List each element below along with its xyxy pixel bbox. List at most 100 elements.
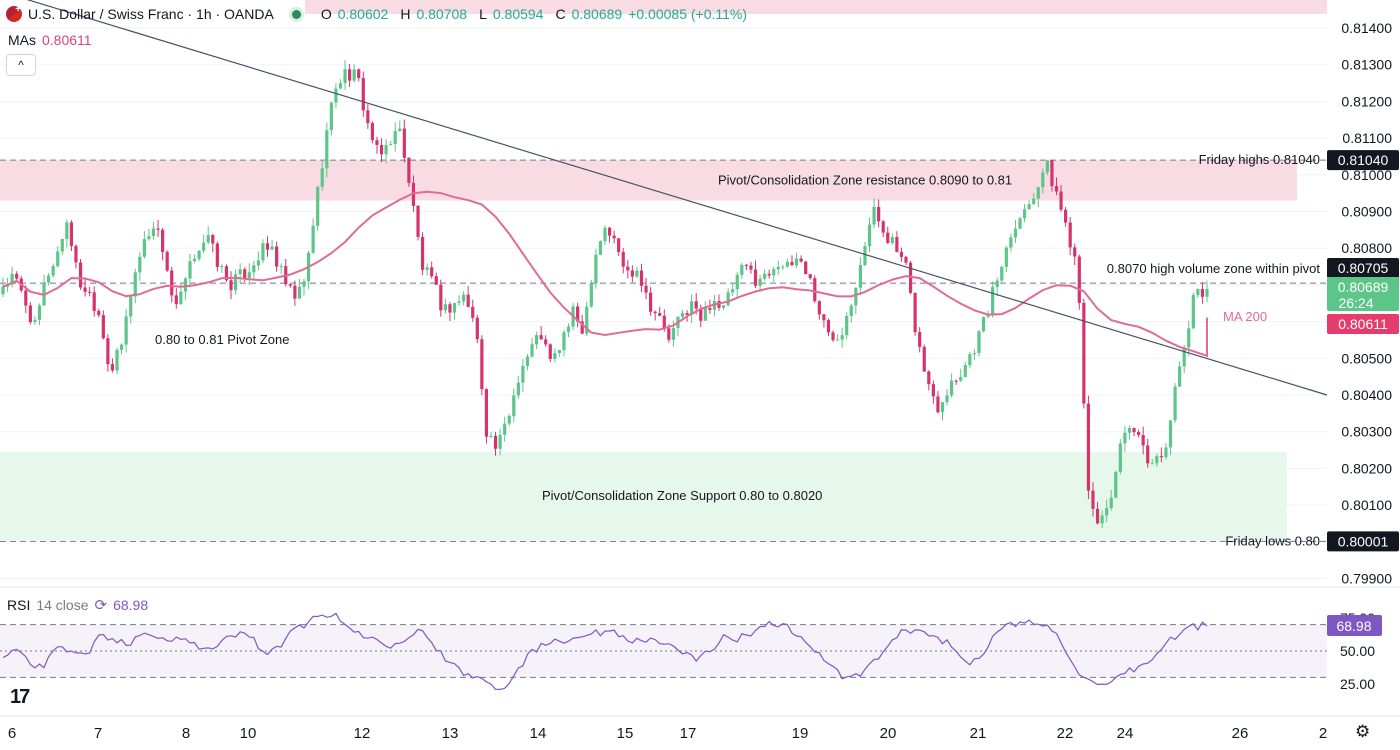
candle-body bbox=[265, 243, 270, 250]
candle-body bbox=[758, 278, 762, 286]
candle-body bbox=[580, 321, 584, 334]
symbol-title[interactable]: U.S. Dollar / Swiss Franc · 1h · OANDA bbox=[28, 6, 274, 22]
low-label: L bbox=[479, 6, 487, 22]
rsi-line bbox=[2, 612, 1208, 691]
candle-body bbox=[361, 78, 365, 111]
candle-body bbox=[1141, 434, 1145, 446]
candle-body bbox=[566, 326, 571, 333]
candle-body bbox=[151, 228, 156, 236]
price-badge-label: 0.80689 bbox=[1338, 279, 1389, 295]
candle-body bbox=[913, 292, 917, 333]
candle-body bbox=[389, 144, 393, 146]
rsi-label: RSI bbox=[7, 597, 31, 613]
level-label: 0.8070 high volume zone within pivot bbox=[1107, 261, 1321, 276]
candle-body bbox=[15, 273, 19, 279]
candle-body bbox=[603, 227, 607, 242]
rsi-legend[interactable]: RSI 14 close ⟳ 68.98 bbox=[7, 596, 148, 614]
time-axis-tick: 8 bbox=[182, 725, 190, 742]
candle-body bbox=[88, 291, 92, 293]
tradingview-logo-icon[interactable]: 17 bbox=[10, 686, 30, 708]
support-zone bbox=[0, 451, 1287, 540]
candle-body bbox=[799, 258, 803, 262]
candle-body bbox=[420, 236, 425, 270]
candle-body bbox=[115, 349, 119, 371]
market-status-icon[interactable] bbox=[291, 9, 301, 19]
candle-body bbox=[366, 110, 370, 124]
low-value: 0.80594 bbox=[492, 6, 544, 22]
candle-body bbox=[594, 254, 598, 284]
candle-body bbox=[279, 266, 283, 268]
candle-body bbox=[867, 224, 872, 247]
candle-body bbox=[1136, 432, 1141, 435]
collapse-legend-button[interactable]: ^ bbox=[6, 54, 36, 76]
candle-body bbox=[206, 235, 210, 243]
candle-body bbox=[776, 266, 780, 270]
candle-body bbox=[881, 221, 885, 233]
price-axis-tick: 0.80900 bbox=[1341, 204, 1392, 220]
candle-body bbox=[721, 305, 726, 308]
price-badge bbox=[1327, 314, 1399, 334]
candle-body bbox=[1100, 515, 1104, 524]
candle-body bbox=[329, 102, 333, 131]
price-axis-tick: 0.80800 bbox=[1341, 240, 1392, 256]
candle-body bbox=[831, 332, 835, 341]
price-axis-tick: 0.81200 bbox=[1341, 93, 1392, 109]
candle-body bbox=[83, 287, 87, 292]
candle-body bbox=[690, 301, 694, 315]
candle-body bbox=[653, 311, 657, 314]
candle-body bbox=[393, 130, 397, 145]
candle-body bbox=[297, 286, 302, 299]
candle-body bbox=[931, 384, 935, 397]
candle-body bbox=[1159, 456, 1163, 458]
candle-body bbox=[539, 335, 543, 340]
candle-body bbox=[352, 69, 356, 81]
candle-body bbox=[530, 344, 534, 357]
candle-body bbox=[256, 260, 260, 266]
candle-body bbox=[247, 272, 251, 278]
candle-body bbox=[1027, 204, 1031, 210]
candle-body bbox=[398, 128, 402, 131]
candle-body bbox=[968, 354, 972, 366]
candle-body bbox=[849, 305, 853, 317]
candle-body bbox=[703, 308, 707, 321]
candle-body bbox=[548, 344, 552, 359]
price-badge bbox=[1327, 150, 1399, 171]
candle-body bbox=[1032, 198, 1036, 205]
candle-body bbox=[1045, 160, 1049, 173]
candle-body bbox=[922, 346, 926, 372]
candle-body bbox=[1068, 222, 1072, 248]
candle-body bbox=[781, 266, 785, 268]
candle-body bbox=[229, 280, 233, 291]
candle-body bbox=[92, 292, 96, 311]
price-axis-tick: 0.80400 bbox=[1341, 387, 1392, 403]
candle-body bbox=[1146, 445, 1150, 464]
price-badge-label: 0.81040 bbox=[1338, 152, 1389, 168]
candle-body bbox=[462, 294, 466, 302]
ma-legend[interactable]: MAs 0.80611 bbox=[8, 32, 92, 48]
candle-body bbox=[28, 305, 32, 323]
candle-body bbox=[1187, 328, 1191, 348]
candle-body bbox=[220, 266, 224, 268]
candle-body bbox=[65, 222, 69, 239]
candle-body bbox=[817, 301, 821, 315]
candle-body bbox=[785, 261, 790, 267]
candle-body bbox=[489, 435, 493, 437]
sync-icon[interactable]: ⟳ bbox=[94, 597, 108, 614]
candle-body bbox=[375, 140, 379, 145]
candle-body bbox=[484, 389, 489, 437]
candle-body bbox=[972, 353, 977, 355]
candle-body bbox=[854, 287, 858, 306]
candle-body bbox=[411, 182, 416, 206]
candle-body bbox=[233, 274, 238, 291]
candle-body bbox=[525, 356, 530, 367]
candle-body bbox=[954, 380, 958, 382]
gear-icon[interactable]: ⚙ bbox=[1355, 722, 1371, 741]
candle-body bbox=[890, 237, 894, 244]
support-zone-label: Pivot/Consolidation Zone Support 0.80 to… bbox=[542, 488, 822, 503]
candle-body bbox=[1173, 386, 1177, 421]
candle-body bbox=[945, 395, 949, 403]
candle-body bbox=[211, 235, 215, 244]
rsi-value-badge-label: 68.98 bbox=[1336, 618, 1371, 634]
rsi-value-badge bbox=[1327, 614, 1382, 636]
